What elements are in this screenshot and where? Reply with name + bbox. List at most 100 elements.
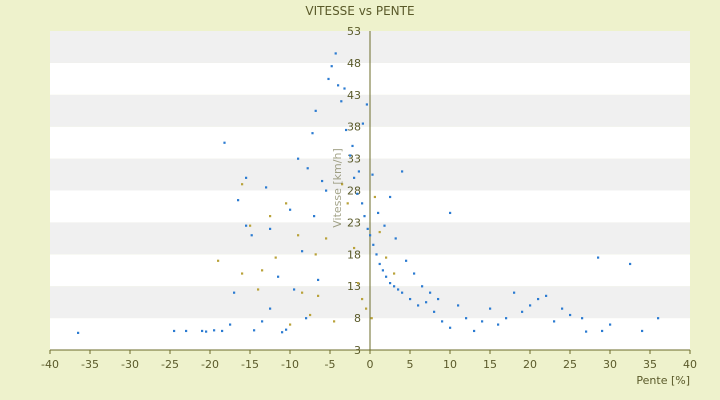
data-point: [237, 199, 240, 202]
data-point: [389, 282, 392, 285]
data-point: [289, 323, 292, 326]
data-point: [297, 157, 300, 160]
x-tick-labels: -40 -35 -30 -25 -20 -15 -10 -5 0 5 10 15 20 25 30 35 40: [41, 350, 697, 371]
data-point: [375, 253, 378, 256]
data-point: [317, 294, 320, 297]
data-point: [250, 234, 253, 237]
data-point: [377, 211, 380, 215]
data-point: [545, 294, 548, 297]
data-point: [369, 234, 372, 237]
x-tick-label: 5: [407, 358, 414, 371]
x-tick-label: -15: [241, 358, 259, 371]
data-point: [537, 297, 540, 301]
x-tick-label: 25: [563, 358, 577, 371]
data-point: [370, 317, 373, 320]
data-point: [371, 173, 374, 176]
data-point: [378, 230, 381, 234]
data-point: [201, 329, 204, 333]
data-point: [385, 256, 388, 259]
x-tick-label: 0: [367, 358, 374, 371]
data-point: [314, 109, 317, 112]
y-tick-label: 53: [347, 25, 361, 38]
data-point: [223, 141, 226, 144]
x-tick-label: -10: [281, 358, 299, 371]
data-point: [289, 208, 292, 211]
data-point: [334, 52, 337, 55]
data-point: [213, 329, 216, 332]
y-tick-label: 23: [347, 216, 361, 229]
data-point: [351, 144, 354, 148]
data-point: [601, 329, 604, 333]
data-point: [585, 330, 588, 333]
data-point: [441, 320, 444, 323]
data-point: [356, 192, 359, 195]
data-point: [363, 215, 366, 218]
data-point: [641, 329, 644, 333]
data-point: [346, 202, 349, 205]
data-point: [365, 307, 368, 310]
x-tick-label: -30: [121, 358, 139, 371]
data-point: [349, 154, 352, 157]
data-point: [345, 128, 348, 132]
data-point: [261, 269, 264, 272]
data-point: [372, 243, 375, 246]
data-point: [314, 253, 317, 256]
data-point: [305, 317, 308, 320]
data-point: [306, 167, 309, 170]
data-point: [333, 320, 336, 323]
x-tick-label: -35: [81, 358, 99, 371]
data-point: [569, 313, 572, 317]
data-point: [285, 328, 288, 331]
data-point: [261, 320, 264, 323]
data-point: [581, 317, 584, 320]
data-point: [325, 237, 328, 240]
data-point: [269, 307, 272, 310]
data-point: [281, 331, 284, 334]
data-point: [337, 84, 340, 87]
data-point: [229, 323, 232, 326]
data-point: [274, 256, 277, 259]
data-point: [353, 176, 356, 179]
data-point: [449, 211, 452, 215]
y-tick-label: 43: [347, 89, 361, 102]
data-points: [77, 52, 660, 334]
data-point: [393, 285, 396, 288]
x-tick-label: -25: [161, 358, 179, 371]
data-point: [341, 183, 344, 186]
data-point: [357, 170, 360, 173]
y-axis-label: Vitesse [km/h]: [331, 148, 344, 228]
data-point: [409, 297, 412, 301]
y-tick-label: 38: [347, 121, 361, 134]
data-point: [253, 329, 256, 332]
data-point: [437, 297, 440, 301]
data-point: [401, 170, 404, 173]
data-point: [221, 329, 224, 333]
x-tick-label: 35: [643, 358, 657, 371]
data-point: [381, 269, 384, 272]
data-point: [417, 304, 420, 307]
data-point: [301, 291, 304, 294]
data-point: [317, 278, 320, 282]
data-point: [389, 195, 392, 199]
data-point: [397, 288, 400, 291]
data-point: [365, 103, 368, 106]
data-point: [521, 310, 524, 313]
y-tick-label: 18: [347, 248, 361, 261]
data-point: [529, 304, 532, 307]
data-point: [609, 323, 612, 326]
data-point: [293, 288, 296, 291]
data-point: [393, 272, 396, 275]
data-point: [309, 313, 312, 317]
x-tick-label: 40: [683, 358, 697, 371]
data-point: [325, 189, 328, 192]
data-point: [357, 282, 360, 285]
data-point: [405, 259, 408, 262]
data-point: [505, 317, 508, 320]
data-point: [481, 320, 484, 323]
data-point: [217, 259, 220, 262]
data-point: [373, 195, 376, 199]
data-point: [425, 301, 428, 304]
chart-title: VITESSE vs PENTE: [305, 4, 414, 18]
data-point: [457, 304, 460, 307]
